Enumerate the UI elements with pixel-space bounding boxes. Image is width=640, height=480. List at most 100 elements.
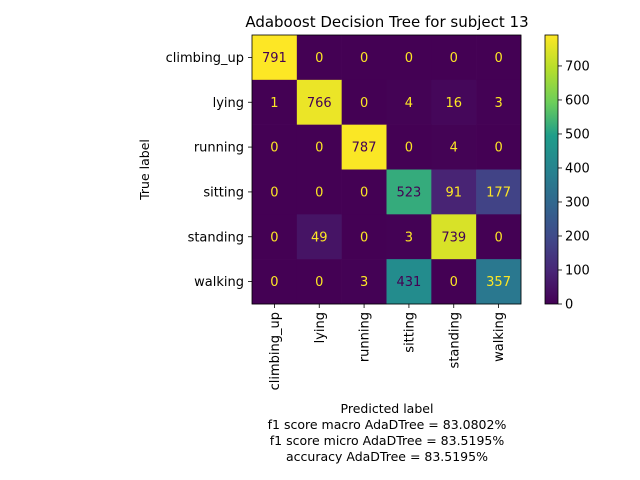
matrix-cell: [341, 259, 387, 305]
matrix-cell: [431, 79, 477, 125]
cell-value-label: 0: [405, 51, 413, 66]
matrix-cell: [476, 259, 522, 305]
matrix-cell: [252, 79, 298, 125]
cell-value-label: 3: [494, 96, 502, 111]
metric-line: accuracy AdaDTree = 83.5195%: [286, 449, 488, 464]
y-tick-label: walking: [194, 275, 244, 290]
matrix-cell: [476, 169, 522, 215]
colorbar-tick-label: 0: [565, 298, 573, 313]
x-axis-label: Predicted label: [341, 401, 434, 416]
colorbar-tick-label: 300: [565, 195, 590, 210]
matrix-cell: [341, 35, 387, 81]
colorbar: [544, 34, 559, 305]
matrix-cell: [386, 169, 432, 215]
x-tick-label: climbing_up: [268, 312, 283, 390]
cell-value-label: 0: [360, 51, 368, 66]
cell-value-label: 16: [445, 96, 462, 111]
matrix-cell: [386, 35, 432, 81]
matrix-cell: [431, 169, 477, 215]
cell-value-label: 431: [397, 275, 422, 290]
matrix-cell: [341, 124, 387, 170]
y-axis-label: True label: [137, 139, 152, 201]
matrix-cell: [476, 214, 522, 260]
colorbar-ticks: 0 100 200 300 400 500 600 700: [558, 59, 590, 313]
cell-value-label: 0: [360, 185, 368, 200]
matrix-cell: [341, 214, 387, 260]
matrix-cell: [476, 35, 522, 81]
x-tick-label: lying: [313, 312, 328, 343]
cell-value-label: 0: [405, 141, 413, 156]
matrix-cells: 791 0 0 0 0 0 1 766 0 4 16 3 0 0 787 0 4 0 0 0 0 523 91 177 0 49 0…: [252, 35, 522, 305]
cell-value-label: 0: [494, 230, 502, 245]
colorbar-tick-label: 700: [565, 59, 590, 74]
cell-value-label: 177: [486, 185, 511, 200]
matrix-cell: [252, 169, 298, 215]
cell-value-label: 0: [360, 230, 368, 245]
cell-value-label: 523: [397, 185, 422, 200]
cell-value-label: 3: [405, 230, 413, 245]
cell-value-label: 3: [360, 275, 368, 290]
cell-value-label: 1: [270, 96, 278, 111]
y-tick-label: lying: [213, 96, 244, 111]
matrix-cell: [431, 124, 477, 170]
cell-value-label: 791: [262, 51, 287, 66]
cell-value-label: 0: [494, 51, 502, 66]
cell-value-label: 0: [450, 51, 458, 66]
cell-value-label: 0: [270, 275, 278, 290]
matrix-cell: [252, 35, 298, 81]
cell-value-label: 0: [360, 96, 368, 111]
matrix-cell: [386, 79, 432, 125]
y-tick-label: climbing_up: [166, 51, 244, 66]
matrix-cell: [386, 214, 432, 260]
matrix-cell: [296, 124, 342, 170]
x-tick-label: running: [358, 312, 373, 362]
cell-value-label: 4: [405, 96, 413, 111]
matrix-cell: [431, 35, 477, 81]
matrix-cell: [476, 79, 522, 125]
matrix-cell: [476, 124, 522, 170]
x-tick-label: standing: [447, 312, 462, 368]
colorbar-tick-label: 500: [565, 127, 590, 142]
colorbar-tick-label: 100: [565, 263, 590, 278]
matrix-cell: [296, 79, 342, 125]
x-tick-label: sitting: [402, 312, 417, 353]
metric-line: f1 score macro AdaDTree = 83.0802%: [268, 417, 507, 432]
x-tick-labels: climbing_up lying running sitting standing wa…: [268, 304, 507, 390]
cell-value-label: 0: [315, 185, 323, 200]
colorbar-tick-label: 600: [565, 93, 590, 108]
metrics-footer: f1 score macro AdaDTree = 83.0802%f1 sco…: [268, 417, 507, 464]
matrix-cell: [341, 79, 387, 125]
cell-value-label: 0: [315, 141, 323, 156]
y-tick-label: standing: [188, 230, 244, 245]
matrix-cell: [296, 259, 342, 305]
matrix-cell: [386, 259, 432, 305]
matrix-cell: [386, 124, 432, 170]
cell-value-label: 0: [270, 185, 278, 200]
matrix-cell: [296, 169, 342, 215]
cell-value-label: 91: [445, 185, 462, 200]
chart-title: Adaboost Decision Tree for subject 13: [245, 13, 528, 31]
matrix-cell: [431, 259, 477, 305]
cell-value-label: 357: [486, 275, 511, 290]
matrix-cell: [252, 124, 298, 170]
cell-value-label: 0: [270, 230, 278, 245]
cell-value-label: 0: [270, 141, 278, 156]
colorbar-tick-label: 200: [565, 229, 590, 244]
matrix-cell: [252, 214, 298, 260]
cell-value-label: 787: [352, 141, 377, 156]
cell-value-label: 739: [441, 230, 466, 245]
cell-value-label: 0: [450, 275, 458, 290]
cell-value-label: 0: [494, 141, 502, 156]
matrix-cell: [431, 214, 477, 260]
matrix-frame: [251, 34, 522, 305]
cell-value-label: 766: [307, 96, 332, 111]
colorbar-tick-label: 400: [565, 161, 590, 176]
metric-line: f1 score micro AdaDTree = 83.5195%: [270, 433, 505, 448]
matrix-cell: [341, 169, 387, 215]
x-tick-label: walking: [492, 312, 507, 362]
y-tick-label: sitting: [203, 185, 244, 200]
matrix-cell: [296, 35, 342, 81]
cell-value-label: 0: [315, 51, 323, 66]
